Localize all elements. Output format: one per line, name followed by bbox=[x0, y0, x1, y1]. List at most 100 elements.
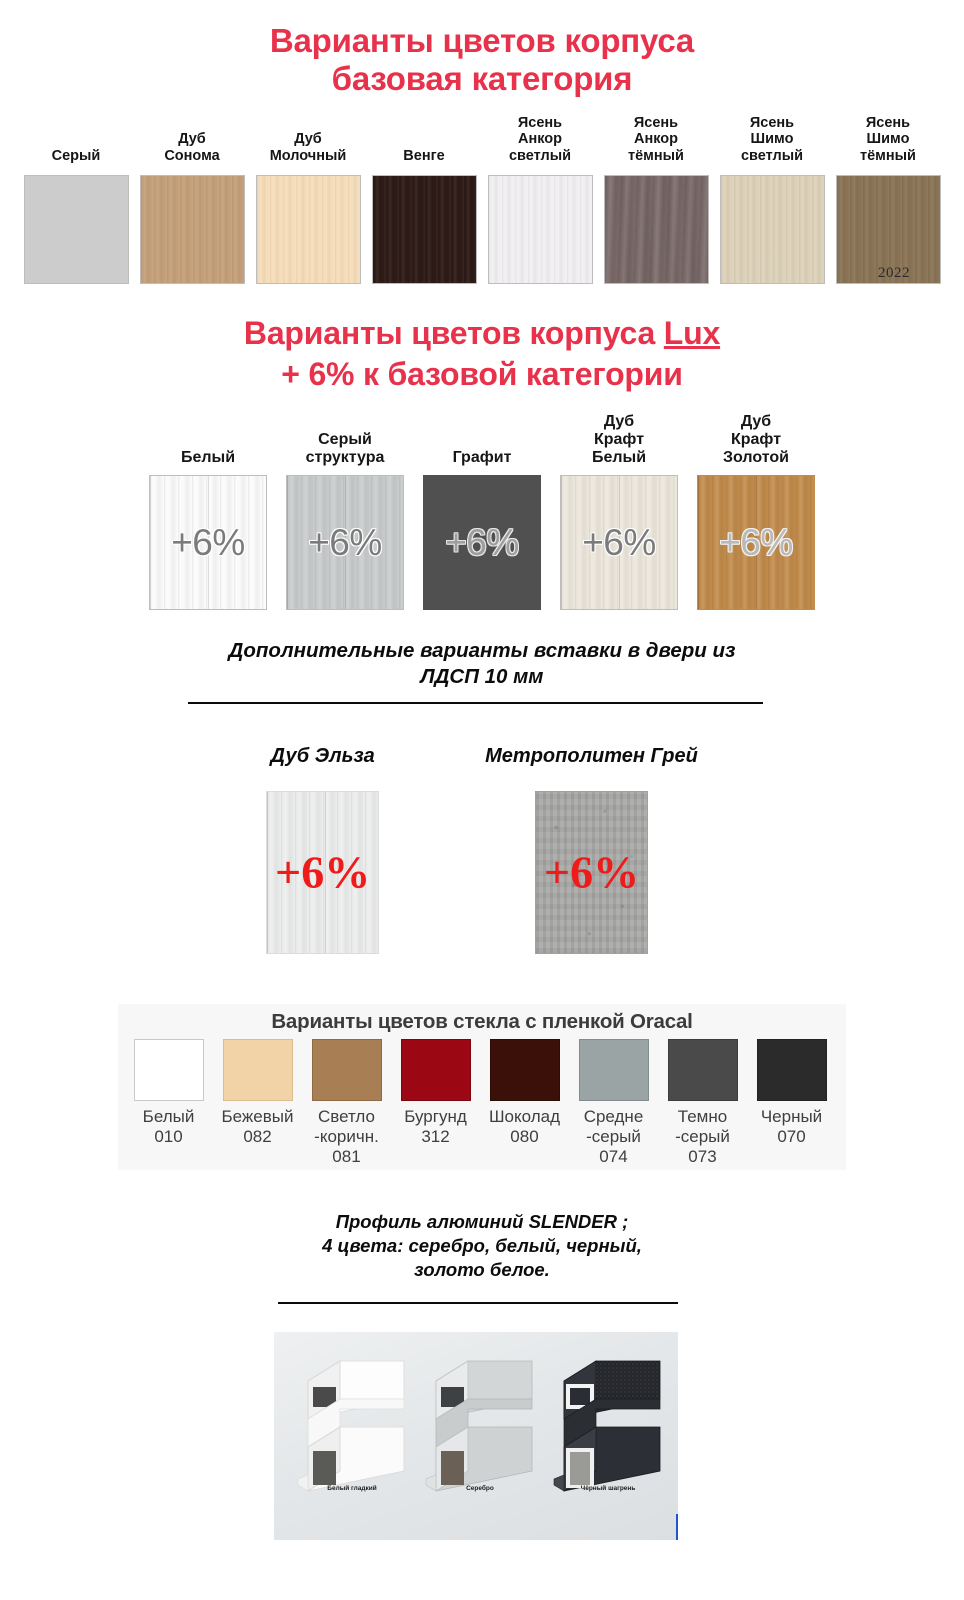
swatch-cell[interactable]: Светло -коричн. 081 bbox=[302, 1039, 391, 1167]
swatch-color-oak-sonoma[interactable] bbox=[139, 174, 245, 284]
oracal-swatch-row: Белый 010 Бежевый 082 Светло -коричн. 08… bbox=[118, 1039, 846, 1167]
insert-swatch-row: Дуб Эльза +6% Метрополитен Грей +6% bbox=[0, 744, 964, 954]
swatch-cell[interactable]: Бежевый 082 bbox=[213, 1039, 302, 1167]
swatch-color-metropoliten-grey[interactable]: +6% bbox=[535, 790, 648, 954]
swatch-label: Венге bbox=[403, 147, 445, 164]
swatch-label: Белый 010 bbox=[142, 1107, 195, 1147]
profile-caption: Серебро bbox=[466, 1485, 494, 1492]
swatch-label: Графит bbox=[452, 448, 512, 466]
profile-note-line-2: 4 цвета: серебро, белый, черный, bbox=[322, 1235, 642, 1257]
swatch-cell[interactable]: Средне -серый 074 bbox=[569, 1039, 658, 1167]
swatch-label: Дуб Молочный bbox=[269, 131, 347, 164]
swatch-color-burgundy-312[interactable] bbox=[400, 1039, 471, 1101]
swatch-label: Дуб Сонома bbox=[164, 131, 220, 164]
insert-note-line-1: Дополнительные варианты вставки в двери … bbox=[228, 639, 736, 663]
lux-title-text: Варианты цветов корпуса bbox=[243, 314, 664, 351]
swatch-cell[interactable]: Дуб Крафт Золотой +6% bbox=[688, 410, 825, 611]
swatch-color-lux-oak-craft-white[interactable]: +6% bbox=[560, 475, 678, 611]
insert-badge: +6% bbox=[543, 846, 640, 898]
swatch-cell[interactable]: Дуб Сонома bbox=[134, 114, 250, 284]
swatch-cell[interactable]: Ясень Шимо светлый bbox=[714, 114, 830, 284]
swatch-color-ash-shimo-dark[interactable] bbox=[835, 174, 941, 284]
base-title-line-2: базовая категория bbox=[331, 59, 633, 97]
profile-svg bbox=[297, 1360, 405, 1492]
swatch-cell[interactable]: Серый bbox=[18, 114, 134, 284]
swatch-cell[interactable]: Черный 070 bbox=[747, 1039, 836, 1167]
swatch-color-light-brown-081[interactable] bbox=[311, 1039, 382, 1101]
swatch-color-lux-graphite[interactable]: +6% bbox=[423, 475, 541, 611]
divider-insert bbox=[188, 701, 763, 704]
swatch-label: Ясень Шимо тёмный bbox=[860, 115, 916, 164]
swatch-label: Черный 070 bbox=[760, 1107, 823, 1147]
swatch-color-grey[interactable] bbox=[23, 174, 129, 284]
swatch-label: Светло -коричн. 081 bbox=[314, 1107, 379, 1167]
swatch-label: Ясень Анкор тёмный bbox=[628, 115, 684, 164]
base-swatch-row: Серый Дуб Сонома Дуб Молочный Венге Ясен… bbox=[0, 114, 964, 284]
swatch-color-oak-elza[interactable]: +6% bbox=[266, 790, 380, 954]
swatch-cell[interactable]: Венге bbox=[366, 114, 482, 284]
watermark-year: 2022 bbox=[878, 265, 910, 281]
swatch-color-beige-082[interactable] bbox=[222, 1039, 293, 1101]
swatch-cell[interactable]: Ясень Анкор тёмный bbox=[598, 114, 714, 284]
profile-caption: Чёрный шагрень bbox=[580, 1485, 636, 1492]
blue-cursor-tick bbox=[676, 1514, 678, 1540]
swatch-cell[interactable]: Темно -серый 073 bbox=[658, 1039, 747, 1167]
oracal-title: Варианты цветов стекла с пленкой Oracal bbox=[271, 1010, 693, 1033]
swatch-label: Бургунд 312 bbox=[404, 1107, 467, 1147]
divider-profile bbox=[278, 1302, 678, 1304]
swatch-color-lux-oak-craft-gold[interactable]: +6% bbox=[697, 475, 815, 611]
swatch-label: Ясень Анкор светлый bbox=[508, 115, 572, 164]
swatch-color-wenge[interactable] bbox=[371, 174, 477, 284]
swatch-color-dark-grey-073[interactable] bbox=[667, 1039, 738, 1101]
swatch-color-chocolate-080[interactable] bbox=[489, 1039, 560, 1101]
swatch-cell[interactable]: Бургунд 312 bbox=[391, 1039, 480, 1167]
swatch-cell[interactable]: Шоколад 080 bbox=[480, 1039, 569, 1167]
swatch-color-white-010[interactable] bbox=[133, 1039, 204, 1101]
swatch-label: Дуб Эльза bbox=[270, 744, 375, 767]
swatch-label: Бежевый 082 bbox=[221, 1107, 294, 1147]
swatch-cell[interactable]: Дуб Молочный bbox=[250, 114, 366, 284]
swatch-label: Дуб Крафт Белый bbox=[591, 412, 647, 466]
swatch-label: Средне -серый 074 bbox=[583, 1107, 644, 1167]
profile-black-shagreen: Чёрный шагрень bbox=[552, 1347, 664, 1502]
lux-category-section: Варианты цветов корпуса Lux + 6% к базов… bbox=[0, 315, 964, 611]
swatch-cell[interactable]: Дуб Крафт Белый +6% bbox=[551, 410, 688, 611]
swatch-color-black-070[interactable] bbox=[756, 1039, 827, 1101]
swatch-color-ash-shimo-light[interactable] bbox=[719, 174, 825, 284]
swatch-color-ash-ankor-dark[interactable] bbox=[603, 174, 709, 284]
swatch-color-medium-grey-074[interactable] bbox=[578, 1039, 649, 1101]
insert-options-section: Дополнительные варианты вставки в двери … bbox=[0, 638, 964, 954]
swatch-label: Ясень Шимо светлый bbox=[740, 115, 804, 164]
base-category-section: Варианты цветов корпуса базовая категори… bbox=[0, 0, 964, 284]
swatch-label: Шоколад 080 bbox=[488, 1107, 561, 1147]
profile-note: Профиль алюминий SLENDER ; 4 цвета: сере… bbox=[0, 1210, 964, 1282]
lux-badge: +6% bbox=[171, 521, 245, 563]
swatch-cell[interactable]: Серый структура +6% bbox=[277, 410, 414, 611]
lux-badge: +6% bbox=[445, 521, 519, 563]
swatch-color-lux-grey-structure[interactable]: +6% bbox=[286, 475, 404, 611]
swatch-label: Серый bbox=[51, 147, 101, 164]
swatch-label: Серый структура bbox=[305, 430, 385, 466]
swatch-cell[interactable]: Метрополитен Грей +6% bbox=[485, 744, 698, 954]
swatch-cell[interactable]: Ясень Анкор светлый bbox=[482, 114, 598, 284]
profile-note-line-1: Профиль алюминий SLENDER ; bbox=[335, 1211, 629, 1232]
lux-title-line-2: + 6% к базовой категории bbox=[281, 355, 683, 392]
swatch-cell[interactable]: Белый +6% bbox=[140, 410, 277, 611]
lux-badge: +6% bbox=[719, 521, 793, 563]
swatch-color-lux-white[interactable]: +6% bbox=[149, 475, 267, 611]
swatch-cell[interactable]: Графит +6% bbox=[414, 410, 551, 611]
swatch-color-ash-ankor-light[interactable] bbox=[487, 174, 593, 284]
lux-title-line-1: Варианты цветов корпуса Lux bbox=[0, 315, 964, 352]
swatch-color-oak-milky[interactable] bbox=[255, 174, 361, 284]
swatch-cell[interactable]: Ясень Шимо тёмный bbox=[830, 114, 946, 284]
base-title-line-1: Варианты цветов корпуса bbox=[269, 22, 695, 59]
lux-badge: +6% bbox=[308, 521, 382, 563]
swatch-label: Темно -серый 073 bbox=[675, 1107, 730, 1167]
profile-caption: Белый гладкий bbox=[327, 1485, 377, 1492]
profile-svg bbox=[553, 1360, 661, 1492]
profile-photo: Белый гладкий Серебро bbox=[274, 1332, 678, 1540]
swatch-cell[interactable]: Белый 010 bbox=[124, 1039, 213, 1167]
lux-category-title: Варианты цветов корпуса Lux + 6% к базов… bbox=[0, 315, 964, 393]
base-category-title: Варианты цветов корпуса базовая категори… bbox=[0, 0, 964, 98]
swatch-cell[interactable]: Дуб Эльза +6% bbox=[266, 744, 380, 954]
